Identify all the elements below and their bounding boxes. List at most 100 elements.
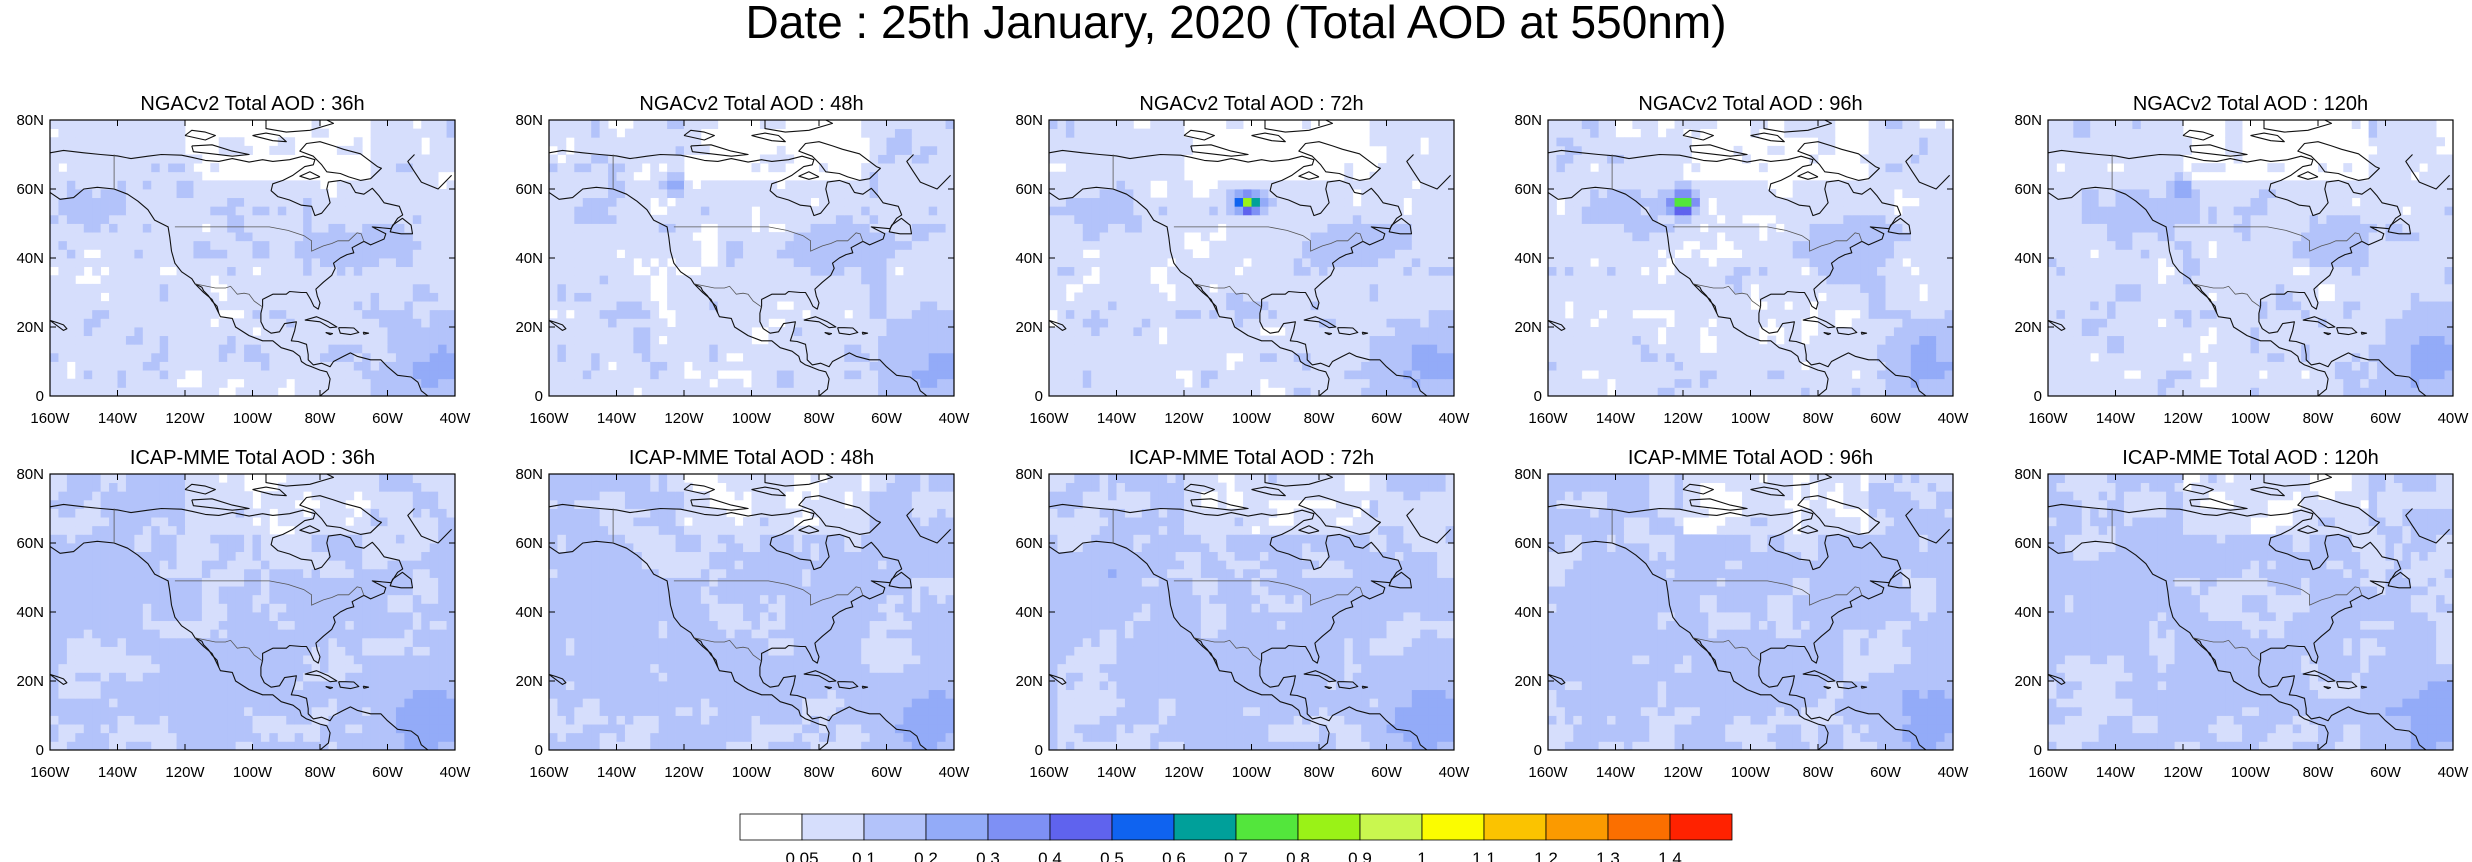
- aod-field: [1049, 474, 1454, 750]
- lat-tick-label: 40N: [2014, 604, 2042, 621]
- lon-tick-label: 100W: [732, 410, 772, 427]
- lon-tick-label: 80W: [305, 764, 337, 781]
- lon-tick-label: 40W: [440, 410, 472, 427]
- lat-tick-label: 40N: [1015, 604, 1043, 621]
- lat-tick-label: 80N: [1015, 112, 1043, 129]
- coastlines: [549, 120, 951, 396]
- lon-tick-label: 100W: [1232, 410, 1272, 427]
- panel-title: NGACv2 Total AOD : 48h: [639, 93, 863, 115]
- lat-tick-label: 60N: [2014, 181, 2042, 198]
- lon-tick-label: 40W: [1439, 764, 1471, 781]
- lat-tick-label: 20N: [2014, 319, 2042, 336]
- panel-title: ICAP-MME Total AOD : 120h: [2122, 447, 2378, 469]
- lon-tick-label: 100W: [1731, 764, 1771, 781]
- lon-tick-label: 120W: [165, 764, 205, 781]
- lon-tick-label: 140W: [597, 410, 637, 427]
- lon-tick-label: 80W: [1304, 764, 1336, 781]
- lon-tick-label: 80W: [804, 410, 836, 427]
- panel-title: ICAP-MME Total AOD : 48h: [629, 447, 874, 469]
- lon-tick-label: 160W: [30, 410, 70, 427]
- lon-tick-label: 100W: [2231, 410, 2271, 427]
- lon-tick-label: 80W: [2303, 410, 2335, 427]
- lat-tick-label: 20N: [16, 673, 44, 690]
- lon-tick-label: 120W: [2163, 764, 2203, 781]
- lat-tick-label: 80N: [1514, 112, 1542, 129]
- lon-tick-label: 40W: [2438, 410, 2470, 427]
- lon-tick-label: 80W: [1803, 764, 1835, 781]
- lat-tick-label: 0: [1035, 742, 1043, 759]
- lat-tick-label: 0: [1534, 742, 1542, 759]
- aod-field: [50, 474, 455, 750]
- map-panel: 80N 60N 40N 20N 0 160W 140W 120W 100W 80W 60W 40W NG…: [16, 93, 471, 427]
- lat-tick-label: 20N: [1514, 319, 1542, 336]
- lon-tick-label: 100W: [233, 764, 273, 781]
- lon-tick-label: 40W: [939, 764, 971, 781]
- lon-tick-label: 160W: [2028, 764, 2068, 781]
- lon-tick-label: 140W: [1596, 764, 1636, 781]
- lat-tick-label: 0: [1035, 388, 1043, 405]
- lon-tick-label: 140W: [1596, 410, 1636, 427]
- map-panel: 80N 60N 40N 20N 0 160W 140W 120W 100W 80W 60W 40W IC…: [2014, 447, 2469, 781]
- panel-title: NGACv2 Total AOD : 36h: [140, 93, 364, 115]
- lon-tick-label: 140W: [2096, 764, 2136, 781]
- lon-tick-label: 100W: [1232, 764, 1272, 781]
- lat-tick-label: 0: [36, 388, 44, 405]
- panel-title: NGACv2 Total AOD : 96h: [1638, 93, 1862, 115]
- lat-tick-label: 0: [535, 388, 543, 405]
- lat-tick-label: 80N: [2014, 466, 2042, 483]
- lat-tick-label: 0: [1534, 388, 1542, 405]
- map-panel: 80N 60N 40N 20N 0 160W 140W 120W 100W 80W 60W 40W IC…: [1015, 447, 1470, 781]
- lat-tick-label: 80N: [16, 466, 44, 483]
- map-panel: 80N 60N 40N 20N 0 160W 140W 120W 100W 80W 60W 40W NG…: [515, 93, 970, 427]
- lon-tick-label: 120W: [1164, 764, 1204, 781]
- lon-tick-label: 60W: [2370, 410, 2402, 427]
- lon-tick-label: 120W: [1164, 410, 1204, 427]
- lat-tick-label: 60N: [515, 181, 543, 198]
- panel-title: NGACv2 Total AOD : 72h: [1139, 93, 1363, 115]
- lat-tick-label: 40N: [515, 250, 543, 267]
- coastlines: [50, 474, 452, 750]
- lat-tick-label: 60N: [1015, 535, 1043, 552]
- aod-field: [1049, 120, 1454, 396]
- lon-tick-label: 40W: [2438, 764, 2470, 781]
- lon-tick-label: 140W: [597, 764, 637, 781]
- aod-field: [50, 120, 455, 396]
- aod-field: [2048, 120, 2453, 396]
- lat-tick-label: 60N: [515, 535, 543, 552]
- lon-tick-label: 60W: [372, 764, 404, 781]
- coastlines: [1049, 474, 1451, 750]
- lon-tick-label: 100W: [1731, 410, 1771, 427]
- lon-tick-label: 60W: [2370, 764, 2402, 781]
- lat-tick-label: 20N: [515, 319, 543, 336]
- lon-tick-label: 60W: [1870, 410, 1902, 427]
- lon-tick-label: 160W: [2028, 410, 2068, 427]
- lon-tick-label: 60W: [372, 410, 404, 427]
- panel-title: ICAP-MME Total AOD : 36h: [130, 447, 375, 469]
- coastlines: [1548, 120, 1950, 396]
- map-panel: 80N 60N 40N 20N 0 160W 140W 120W 100W 80W 60W 40W NG…: [1015, 93, 1470, 427]
- lat-tick-label: 60N: [2014, 535, 2042, 552]
- coastlines: [1548, 474, 1950, 750]
- lat-tick-label: 60N: [16, 535, 44, 552]
- lat-tick-label: 20N: [1514, 673, 1542, 690]
- lon-tick-label: 120W: [664, 764, 704, 781]
- lon-tick-label: 40W: [1439, 410, 1471, 427]
- lat-tick-label: 20N: [2014, 673, 2042, 690]
- lon-tick-label: 120W: [1663, 764, 1703, 781]
- map-panel: 80N 60N 40N 20N 0 160W 140W 120W 100W 80W 60W 40W NG…: [2014, 93, 2469, 427]
- lon-tick-label: 100W: [2231, 764, 2271, 781]
- lat-tick-label: 40N: [16, 604, 44, 621]
- lon-tick-label: 140W: [98, 764, 138, 781]
- lat-tick-label: 0: [535, 742, 543, 759]
- lon-tick-label: 160W: [30, 764, 70, 781]
- lat-tick-label: 40N: [2014, 250, 2042, 267]
- lat-tick-label: 80N: [515, 466, 543, 483]
- lon-tick-label: 80W: [305, 410, 337, 427]
- lat-tick-label: 0: [2034, 742, 2042, 759]
- panel-title: ICAP-MME Total AOD : 72h: [1129, 447, 1374, 469]
- coastlines: [50, 120, 452, 396]
- map-panel: 80N 60N 40N 20N 0 160W 140W 120W 100W 80W 60W 40W IC…: [1514, 447, 1969, 781]
- lon-tick-label: 140W: [2096, 410, 2136, 427]
- lat-tick-label: 20N: [16, 319, 44, 336]
